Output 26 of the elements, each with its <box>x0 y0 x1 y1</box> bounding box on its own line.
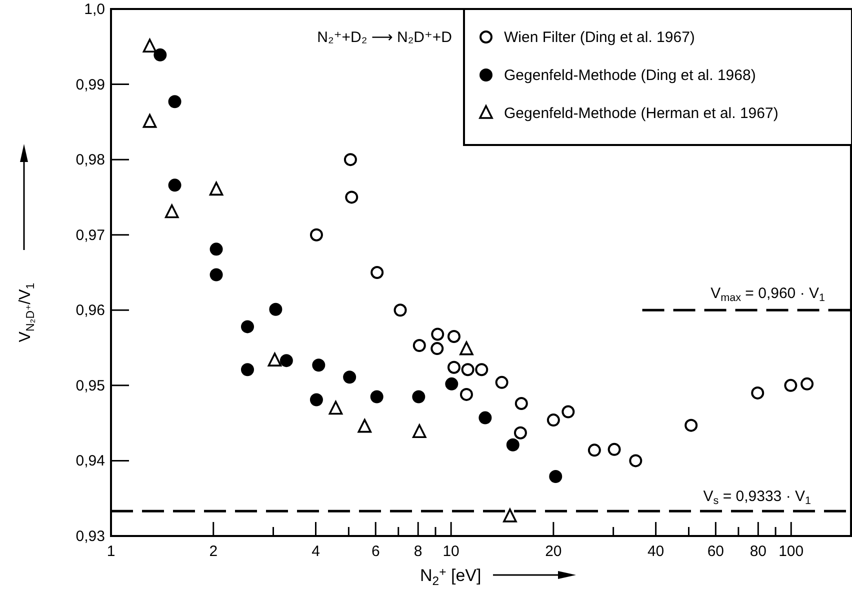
y-tick-label: 0,96 <box>76 302 105 320</box>
x-tick-label: 8 <box>414 543 422 560</box>
x-tick-label: 60 <box>707 543 724 560</box>
x-tick-label: 20 <box>545 543 562 560</box>
legend-label: Gegenfeld-Methode (Ding et al. 1968) <box>504 67 756 84</box>
x-tick-label: 2 <box>209 543 218 560</box>
x-tick-label: 40 <box>647 543 664 560</box>
y-tick-label: 0,95 <box>76 377 105 394</box>
y-tick-label: 0,94 <box>76 452 105 470</box>
x-axis-title: N$_{2}$$^{+}$ [eV] <box>420 564 482 588</box>
x-tick-label: 1 <box>106 543 116 560</box>
x-tick-label: 100 <box>778 543 804 560</box>
annotation: N₂⁺+D₂ ⟶ N₂D⁺+D <box>317 29 452 46</box>
x-tick-label: 10 <box>442 543 460 560</box>
ref-line-label: V$_{s}$ = 0,9333 · V$_{1}$ <box>703 488 811 508</box>
series-label: V$_{max}$ = 0,960 · V$_{1}$ <box>710 285 825 304</box>
y-tick-label: 0,99 <box>76 76 105 94</box>
legend-label: Wien Filter (Ding et al. 1967) <box>504 29 695 46</box>
x-tick-label: 6 <box>371 543 380 560</box>
legend-label: Gegenfeld-Methode (Herman et al. 1967) <box>504 105 778 122</box>
y-tick-label: 1,0 <box>84 1 105 18</box>
x-tick-label: 4 <box>312 543 320 560</box>
x-tick-label: 80 <box>750 543 767 560</box>
y-tick-label: 0,98 <box>76 152 105 169</box>
y-tick-label: 0,93 <box>76 528 105 545</box>
y-tick-label: 0,97 <box>76 226 105 244</box>
